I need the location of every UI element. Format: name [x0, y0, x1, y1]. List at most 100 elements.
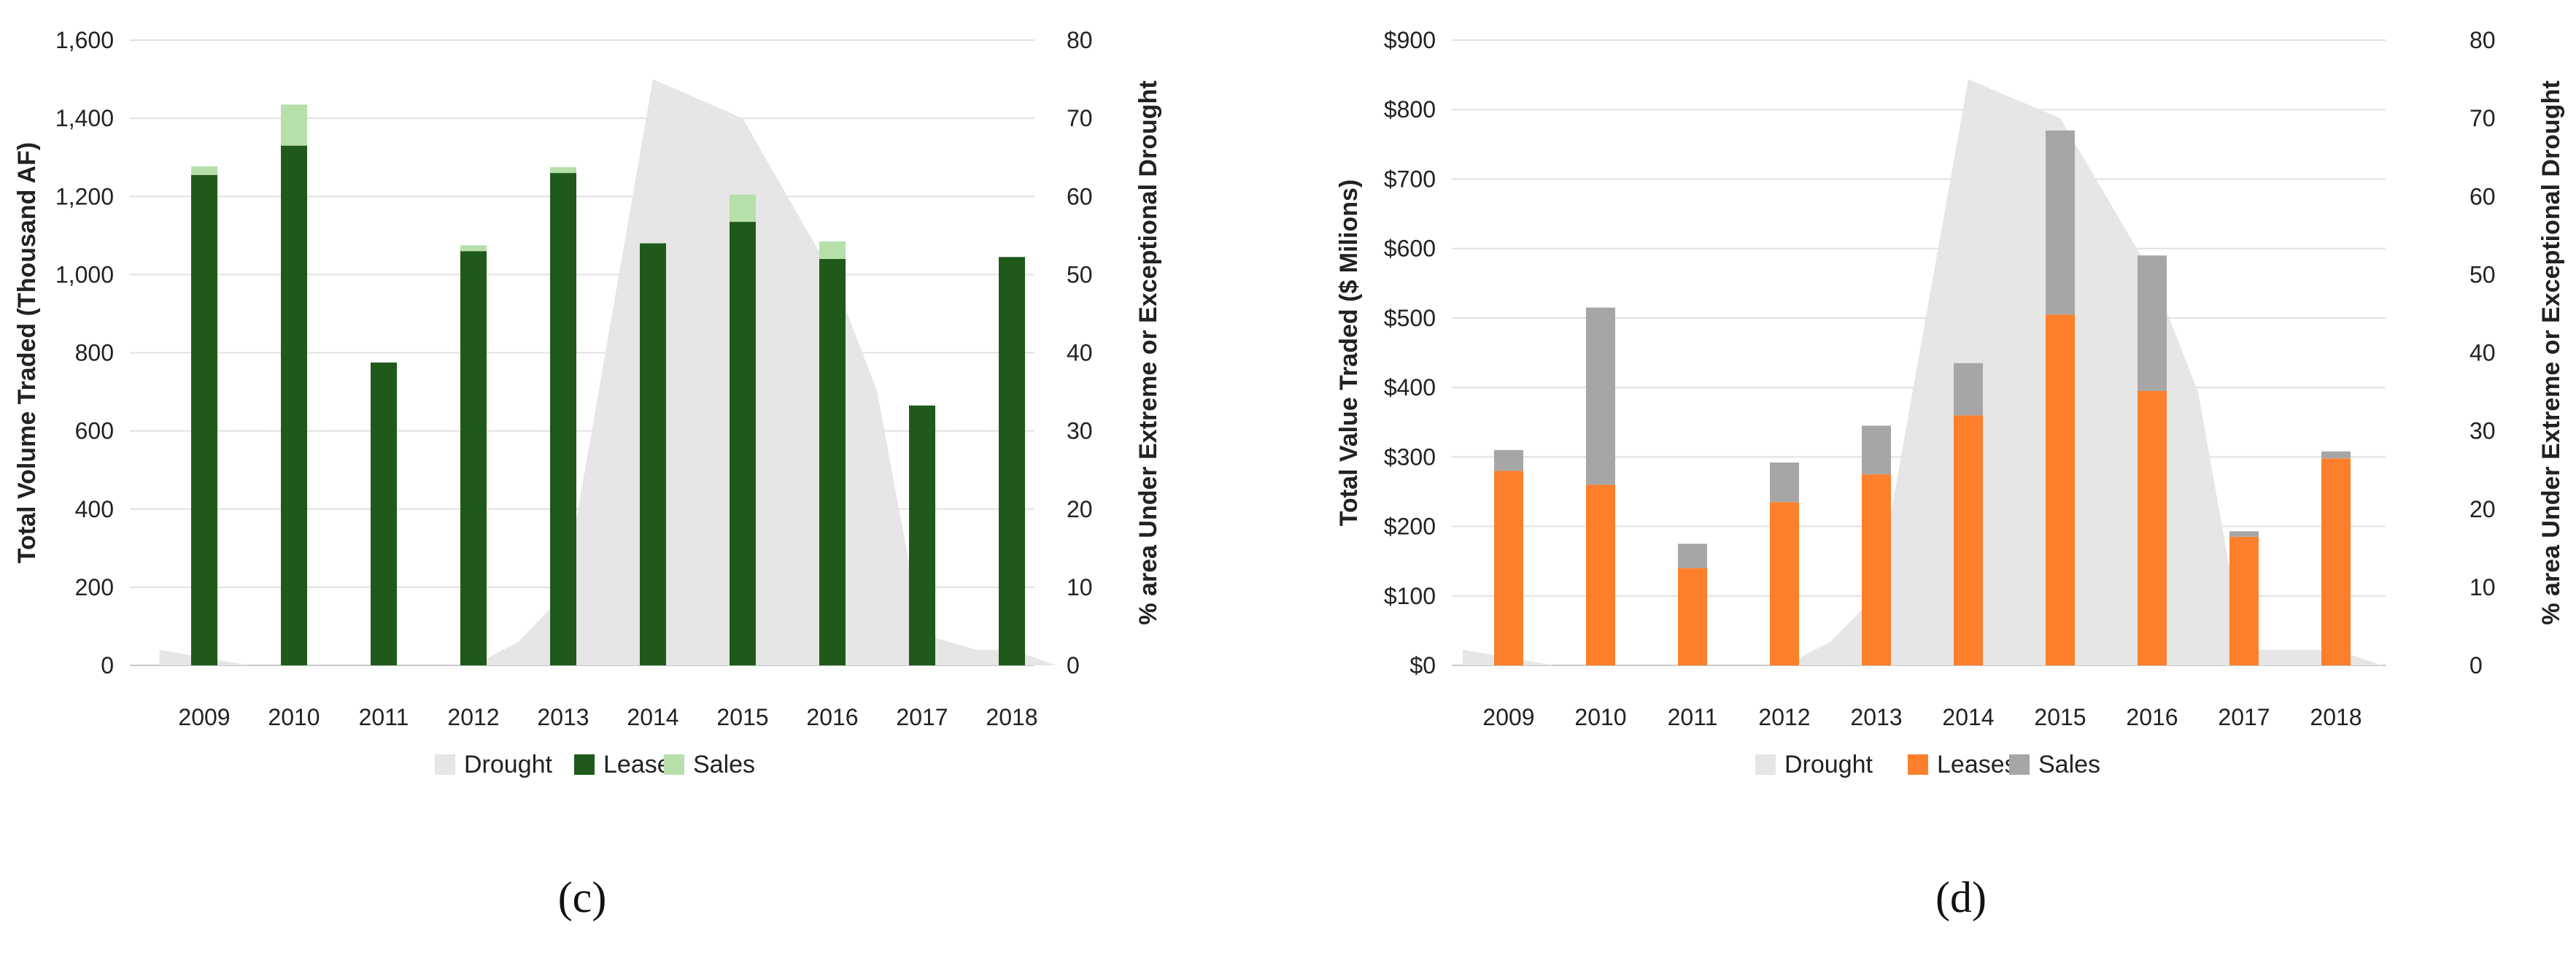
bar-leases-2010	[1586, 484, 1615, 665]
y-left-axis-title: Total Value Traded ($ Milions)	[1335, 179, 1363, 526]
y-left-tick-label: 0	[101, 652, 114, 678]
y-right-tick-label: 70	[2469, 105, 2496, 131]
bar-sales-2013	[1862, 425, 1891, 475]
y-left-tick-label: $800	[1384, 96, 1436, 123]
bar-leases-2018	[999, 257, 1025, 666]
bar-sales-2011	[1678, 544, 1707, 568]
x-tick-label: 2010	[1574, 704, 1626, 730]
y-left-tick-label: 800	[75, 340, 114, 366]
panel-c-volume-chart: 2009 2010 2011 2012 2013 2014 2015 2016 2017 2018…	[13, 27, 1162, 921]
legend-swatch-drought	[1755, 754, 1776, 775]
bar-sales-2010	[1586, 307, 1615, 485]
legend-swatch-sales	[664, 754, 684, 775]
y-left-tick-label: 600	[75, 418, 114, 444]
bar-sales-2016	[2138, 255, 2167, 391]
y-right-tick-label: 60	[1067, 183, 1093, 209]
y-right-tick-label: 0	[2469, 652, 2483, 678]
x-tick-label: 2017	[2218, 704, 2270, 730]
y-left-tick-label: $400	[1384, 374, 1436, 401]
y-left-tick-label: 200	[75, 574, 114, 600]
x-tick-label: 2015	[716, 704, 768, 730]
bar-leases-2010	[281, 145, 307, 665]
bar-leases-2016	[819, 258, 846, 665]
bar-leases-2014	[1954, 415, 1983, 665]
legend-label-drought: Drought	[1784, 751, 1873, 778]
legend-label-drought: Drought	[464, 751, 553, 778]
legend-label-leases: Leases	[1937, 751, 2017, 778]
x-tick-label: 2011	[359, 704, 409, 730]
bar-sales-2012	[1770, 462, 1799, 503]
bar-sales-2009	[1494, 449, 1523, 471]
x-tick-label: 2009	[1482, 704, 1534, 730]
y-left-tick-label: $300	[1384, 444, 1436, 470]
bar-leases-2012	[460, 251, 487, 665]
y-right-tick-label: 20	[2469, 496, 2496, 522]
bar-leases-2017	[2229, 536, 2259, 665]
panel-label: (d)	[1935, 873, 1987, 921]
y-right-tick-label: 50	[1067, 261, 1093, 287]
x-tick-label: 2011	[1668, 704, 1718, 730]
y-left-tick-label: 400	[75, 496, 114, 522]
y-left-tick-label: $100	[1384, 583, 1436, 609]
y-right-axis-title: % area Under Extreme or Exceptional Drou…	[2537, 80, 2565, 625]
y-right-tick-label: 20	[1067, 496, 1093, 522]
y-left-tick-label: 1,000	[55, 261, 114, 287]
bar-sales-2009	[191, 166, 217, 175]
panel-label: (c)	[558, 873, 607, 921]
bar-leases-2011	[1678, 568, 1707, 665]
y-right-tick-label: 10	[1067, 574, 1093, 600]
bar-sales-2017	[2229, 531, 2259, 537]
y-right-tick-label: 0	[1067, 652, 1080, 678]
x-tick-label: 2018	[2310, 704, 2362, 730]
bar-leases-2009	[191, 174, 217, 665]
y-right-tick-label: 80	[2469, 27, 2496, 53]
y-left-tick-label: $0	[1409, 652, 1436, 678]
y-left-tick-label: 1,400	[55, 105, 114, 131]
x-tick-label: 2014	[627, 704, 678, 730]
bar-leases-2013	[550, 173, 576, 666]
panel-d-value-chart: 2009 2010 2011 2012 2013 2014 2015 2016 2017 2018…	[1335, 27, 2565, 921]
bar-leases-2016	[2138, 390, 2167, 665]
x-tick-label: 2015	[2034, 704, 2086, 730]
x-tick-label: 2013	[1850, 704, 1902, 730]
legend-swatch-leases	[574, 754, 595, 775]
x-tick-label: 2012	[1758, 704, 1810, 730]
y-right-tick-label: 30	[2469, 418, 2496, 444]
x-tick-label: 2010	[268, 704, 320, 730]
y-left-tick-label: $200	[1384, 514, 1436, 540]
y-right-tick-label: 80	[1067, 27, 1093, 53]
x-tick-label: 2016	[2126, 704, 2178, 730]
y-right-tick-label: 40	[1067, 340, 1093, 366]
legend-swatch-drought	[435, 754, 455, 775]
y-right-axis-title: % area Under Extreme or Exceptional Drou…	[1134, 80, 1162, 625]
y-left-tick-label: 1,600	[55, 27, 114, 53]
x-tick-label: 2012	[447, 704, 499, 730]
y-right-tick-label: 10	[2469, 574, 2496, 600]
y-left-tick-label: $900	[1384, 27, 1436, 53]
y-right-tick-label: 70	[1067, 105, 1093, 131]
bar-leases-2014	[640, 243, 666, 665]
y-left-tick-label: 1,200	[55, 183, 114, 209]
bar-sales-2016	[819, 241, 846, 259]
legend-swatch-leases	[1908, 754, 1928, 775]
bar-leases-2013	[1862, 474, 1891, 665]
y-left-tick-label: $700	[1384, 166, 1436, 192]
bar-leases-2011	[371, 362, 397, 665]
legend-swatch-sales	[2009, 754, 2030, 775]
bar-sales-2013	[550, 167, 576, 174]
x-tick-label: 2017	[896, 704, 948, 730]
x-tick-label: 2016	[806, 704, 858, 730]
bar-sales-2010	[281, 104, 307, 146]
bar-sales-2015	[730, 194, 756, 223]
legend-label-sales: Sales	[693, 751, 755, 778]
y-right-tick-label: 30	[1067, 418, 1093, 444]
y-right-tick-label: 50	[2469, 261, 2496, 287]
x-tick-label: 2018	[986, 704, 1037, 730]
bar-sales-2014	[1954, 363, 1983, 416]
y-right-tick-label: 60	[2469, 183, 2496, 209]
legend-label-sales: Sales	[2038, 751, 2100, 778]
y-left-axis-title: Total Volume Traded (Thousand AF)	[13, 142, 41, 563]
bar-leases-2017	[909, 405, 935, 665]
x-tick-label: 2014	[1942, 704, 1994, 730]
